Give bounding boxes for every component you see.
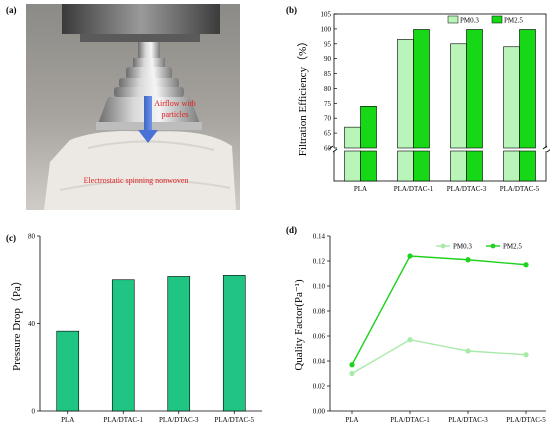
panel-b-ytick-label: 85 (324, 70, 332, 78)
panel-d-point-pm25 (523, 262, 529, 268)
panel-b-xtick-label: PLA (354, 185, 367, 193)
panel-b-bar-pm25 (360, 106, 377, 149)
panel-d-line-pm03 (351, 339, 527, 375)
panel-c-bar (167, 276, 191, 412)
panel-b-ytick-label: 80 (324, 85, 332, 93)
panel-a-label: (a) (6, 5, 17, 15)
panel-b-axis-break-gap (330, 148, 550, 151)
panel-c-xtick-label: PLA/DTAC-1 (104, 416, 144, 424)
panel-c-xtick-label: PLA/DTAC-5 (215, 416, 255, 424)
panel-d-legend-label: PM2.5 (503, 243, 522, 251)
panel-b-plot-frame (333, 13, 547, 182)
panel-c-ytick-label: 0 (32, 408, 36, 416)
panel-d-ylabel: Quality Factor(Pa⁻¹) (293, 279, 305, 371)
airflow-arrow (138, 96, 158, 143)
panel-b-legend-swatch (447, 15, 459, 24)
panel-b-legend-swatch (491, 15, 503, 24)
panel-b-bar-pm03 (397, 39, 414, 149)
panel-d-ytick-label: 0.06 (313, 333, 326, 341)
panel-d-ytick-label: 0.02 (313, 383, 326, 391)
panel-c-bar (111, 279, 135, 412)
apparatus-photo: Airflow with particles Electrostatic spi… (26, 4, 240, 210)
panel-d-point-pm25 (465, 257, 471, 263)
panel-d-label: (d) (286, 225, 297, 235)
panel-b-xtick-label: PLA/DTAC-5 (500, 185, 540, 193)
panel-d-point-pm25 (349, 362, 355, 368)
panel-b-ytick-label: 65 (324, 130, 332, 138)
panel-b-ytick-label: 100 (321, 25, 332, 33)
panel-b-chart: (b) Filtration Efficiency（%） 60 65 70 75 80 8… (286, 5, 550, 193)
panel-b-bar-base-pm03 (344, 150, 361, 182)
panel-b-bar-base-pm25 (519, 150, 536, 182)
panel-c-bar (56, 330, 80, 412)
panel-b-xtick-label: PLA/DTAC-3 (447, 185, 487, 193)
panel-d-xtick-label: PLA/DTAC-5 (506, 416, 546, 424)
panel-b-xtick-label: PLA/DTAC-1 (394, 185, 434, 193)
material-annotation: Electrostatic spinning nonwoven (84, 176, 189, 185)
panel-c-ytick-label: 80 (28, 233, 36, 241)
panel-d-xtick-label: PLA/DTAC-1 (390, 416, 430, 424)
panel-b-bar-pm03 (450, 43, 467, 149)
panel-b-bar-base-pm03 (503, 150, 520, 182)
panel-c-ylabel: Pressure Drop（Pa） (10, 275, 23, 371)
panel-b-bar-base-pm25 (413, 150, 430, 182)
panel-d-ytick-label: 0.04 (313, 358, 326, 366)
panel-b-ytick-label: 105 (321, 11, 332, 19)
panel-c-xtick-label: PLA/DTAC-3 (159, 416, 199, 424)
panel-b-bar-pm25 (466, 29, 483, 149)
panel-b-legend-label: PM2.5 (504, 17, 523, 25)
panel-b-ytick-label: 95 (324, 40, 332, 48)
panel-b-bar-pm03 (344, 126, 361, 149)
panel-b-ytick-label: 90 (324, 55, 332, 63)
panel-c-bar (222, 275, 246, 412)
panel-d-xtick-label: PLA/DTAC-3 (448, 416, 488, 424)
panel-b-axis-break-right (542, 145, 550, 153)
panel-d-ytick-label: 0.08 (313, 308, 326, 316)
panel-c-label: (c) (6, 233, 16, 243)
panel-d-chart: (d) Quality Factor(Pa⁻¹) 0.00 0.02 0.04 0.0… (286, 225, 546, 424)
panel-d-point-pm03 (349, 370, 355, 377)
panel-d-line-pm25 (351, 255, 527, 366)
airflow-annotation-line2: particles (161, 110, 188, 119)
panel-d-ytick-label: 0.10 (313, 283, 326, 291)
panel-b-legend-label: PM0.3 (460, 17, 479, 25)
panel-d-point-pm03 (523, 352, 529, 358)
panel-b-bar-pm03 (503, 46, 520, 149)
panel-d-legend-marker (440, 243, 446, 249)
panel-d-ytick-label: 0.12 (313, 258, 326, 266)
panel-b-ylabel: Filtration Efficiency（%） (296, 36, 309, 156)
panel-d-point-pm03 (465, 348, 471, 354)
panel-b-ytick-label: 60 (324, 145, 332, 153)
panel-b-ytick-label: 75 (324, 100, 332, 108)
panel-b-label: (b) (286, 5, 297, 15)
panel-d-legend-marker (490, 243, 496, 249)
panel-b-bar-base-pm25 (360, 150, 377, 182)
panel-b-ytick-label: 70 (324, 115, 332, 123)
panel-d-point-pm03 (407, 337, 413, 343)
panel-b-bar-pm25 (413, 29, 430, 149)
panel-a: (a) Airflow with particle (6, 4, 240, 210)
panel-b-bar-base-pm25 (466, 150, 483, 182)
panel-c-ytick-label: 40 (28, 320, 36, 328)
panel-c-xtick-label: PLA (61, 416, 74, 424)
panel-d-ytick-label: 0.00 (313, 408, 326, 416)
panel-c-chart: (c) Pressure Drop（Pa） 0 40 80 PLA PLA/DTAC-1… (6, 233, 262, 424)
panel-b-axis-break-left (328, 145, 338, 153)
panel-d-legend-label: PM0.3 (453, 243, 472, 251)
panel-d-xtick-label: PLA (345, 416, 358, 424)
panel-b-bar-base-pm03 (397, 150, 414, 182)
airflow-annotation-line1: Airflow with (154, 99, 196, 108)
panel-b-bar-base-pm03 (450, 150, 467, 182)
panel-b-bar-pm25 (519, 29, 536, 149)
panel-d-ytick-label: 0.14 (313, 233, 326, 241)
panel-d-point-pm25 (407, 253, 413, 259)
